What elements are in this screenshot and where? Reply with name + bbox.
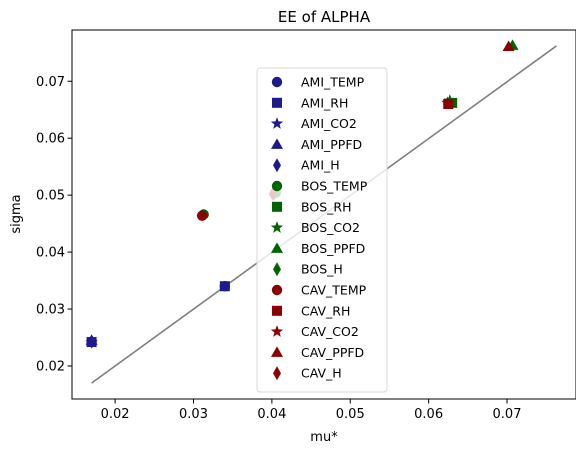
data-point-ami-h — [87, 334, 96, 349]
legend-marker-bos-ppfd — [271, 242, 283, 253]
x-tick-label: 0.06 — [414, 407, 443, 422]
x-tick-label: 0.03 — [179, 407, 208, 422]
legend-marker-bos-co2 — [270, 221, 284, 233]
plot-frame — [71, 29, 576, 400]
legend-marker-bos-rh — [272, 201, 282, 212]
y-tick-label: 0.03 — [36, 303, 65, 318]
x-axis-label: mu* — [310, 430, 338, 445]
legend-label-bos-h: BOS_H — [301, 262, 343, 277]
legend-label-cav-h: CAV_H — [301, 366, 342, 381]
legend-label-ami-h: AMI_H — [301, 158, 340, 173]
x-tick-label: 0.02 — [101, 407, 130, 422]
x-tick-label: 0.05 — [336, 407, 365, 422]
legend-marker-cav-temp — [271, 284, 283, 296]
y-tick-label: 0.02 — [36, 359, 65, 374]
data-point-cav-temp — [196, 210, 208, 221]
y-tick-label: 0.06 — [36, 132, 65, 147]
data-point-ami-rh — [219, 281, 230, 292]
legend-marker-ami-temp — [271, 76, 283, 88]
y-axis: 0.02 0.03 0.04 0.05 0.06 0.07 — [36, 75, 72, 374]
legend-marker-cav-h — [273, 366, 281, 381]
legend-label-ami-co2: AMI_CO2 — [301, 116, 357, 131]
x-tick-label: 0.04 — [257, 407, 286, 422]
legend-marker-ami-h — [273, 158, 281, 173]
x-axis: 0.02 0.03 0.04 0.05 0.06 0.07 — [101, 399, 522, 422]
y-tick-label: 0.07 — [36, 75, 65, 90]
legend-label-bos-temp: BOS_TEMP — [301, 179, 368, 194]
legend-label-bos-ppfd: BOS_PPFD — [301, 241, 365, 256]
legend-marker-ami-co2 — [270, 117, 284, 129]
legend-label-ami-temp: AMI_TEMP — [301, 75, 365, 90]
legend-label-cav-co2: CAV_CO2 — [301, 324, 359, 339]
legend-label-cav-ppfd: CAV_PPFD — [301, 345, 364, 360]
y-axis-label: sigma — [9, 194, 24, 233]
chart-title: EE of ALPHA — [278, 8, 371, 26]
legend-label-cav-temp: CAV_TEMP — [301, 283, 367, 298]
legend-marker-cav-rh — [272, 305, 282, 316]
legend-marker-bos-h — [273, 262, 281, 277]
legend-label-cav-rh: CAV_RH — [301, 303, 350, 318]
y-tick-label: 0.04 — [36, 246, 65, 261]
legend-marker-cav-ppfd — [271, 346, 283, 357]
data-point-cav-co2 — [441, 96, 454, 109]
legend-marker-ami-ppfd — [271, 138, 283, 149]
y-tick-label: 0.05 — [36, 189, 65, 204]
legend-marker-bos-temp — [271, 180, 283, 192]
data-point-cav-ppfd — [502, 40, 515, 52]
legend-marker-ami-rh — [272, 97, 282, 108]
legend-label-ami-ppfd: AMI_PPFD — [301, 137, 362, 152]
legend-label-ami-rh: AMI_RH — [301, 95, 348, 110]
x-tick-label: 0.07 — [493, 407, 522, 422]
legend-box — [256, 67, 388, 393]
legend-label-bos-rh: BOS_RH — [301, 199, 351, 214]
legend: AMI_TEMP AMI_RH AMI_CO2 AMI_PPFD AMI_H BOS_TE… — [256, 67, 388, 393]
legend-marker-cav-co2 — [270, 325, 284, 337]
legend-label-bos-co2: BOS_CO2 — [301, 220, 360, 235]
